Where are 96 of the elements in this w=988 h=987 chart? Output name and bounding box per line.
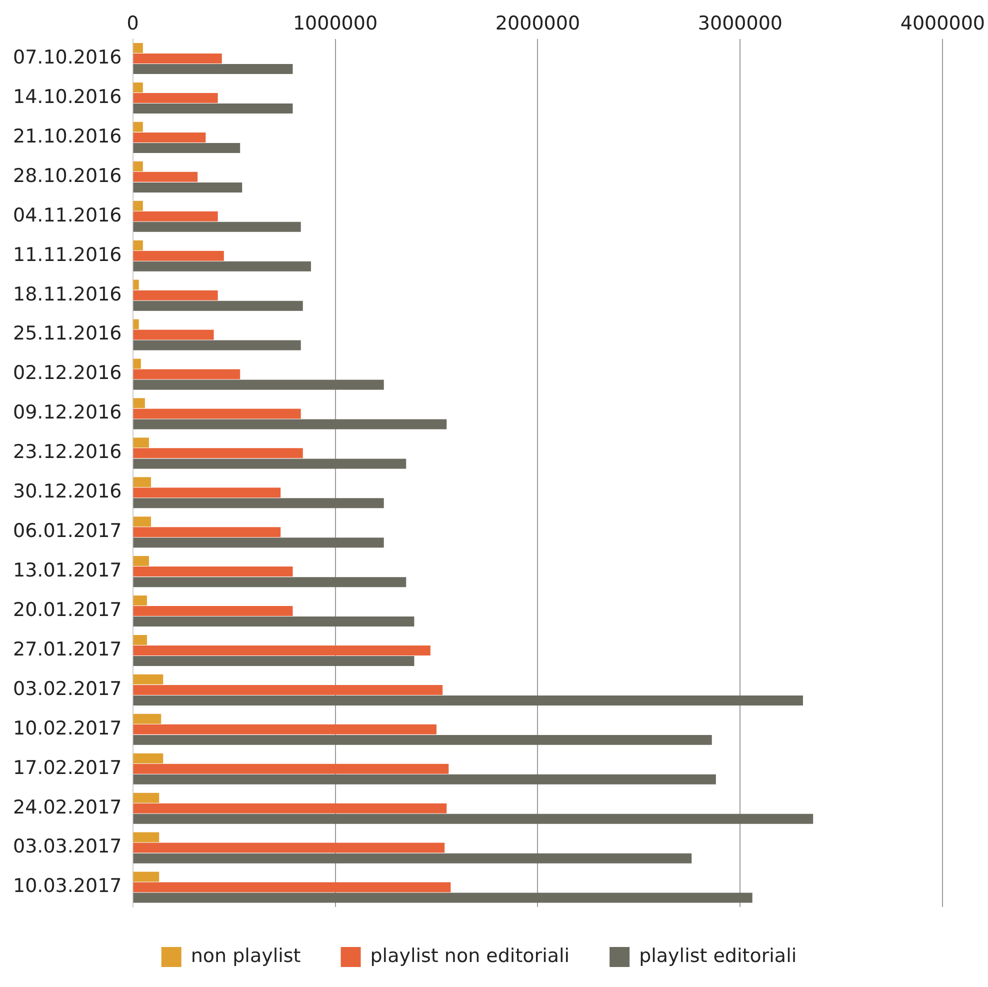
bar: [133, 104, 293, 114]
bar: [133, 684, 443, 695]
bar: [133, 842, 445, 853]
y-tick-label: 23.12.2016: [12, 441, 122, 464]
bar: [133, 656, 414, 666]
bar: [133, 498, 384, 508]
x-tick-label: 3000000: [698, 12, 783, 34]
bar: [133, 380, 384, 390]
bar: [133, 43, 143, 54]
bar: [133, 408, 301, 419]
bar: [133, 161, 143, 172]
y-tick-label: 03.03.2017: [12, 836, 122, 858]
bar: [133, 222, 301, 232]
y-tick-label: 21.10.2016: [12, 125, 122, 148]
bar: [133, 398, 145, 408]
bar: [133, 616, 414, 627]
bar: [133, 64, 293, 74]
bar: [133, 853, 692, 864]
y-tick-label: 10.02.2017: [12, 717, 122, 740]
y-tick-label: 24.02.2017: [12, 796, 122, 818]
y-tick-label: 03.02.2017: [12, 678, 122, 700]
bar: [133, 290, 218, 300]
bar: [133, 814, 814, 824]
bar: [133, 695, 803, 706]
bar: [133, 714, 162, 724]
bar: [133, 250, 224, 261]
x-tick-label: 4000000: [900, 12, 986, 34]
bar: [133, 577, 406, 588]
y-tick-label: 06.01.2017: [12, 520, 122, 542]
bar: [133, 261, 311, 272]
bar: [133, 172, 198, 182]
bar: [133, 92, 218, 103]
bar: [133, 645, 430, 656]
y-tick-label: 13.01.2017: [12, 559, 122, 582]
y-tick-label: 30.12.2016: [12, 480, 122, 503]
bar: [133, 340, 301, 350]
bar: [133, 358, 141, 369]
bar: [133, 566, 293, 577]
bar: [133, 458, 406, 469]
y-tick-label: 10.03.2017: [12, 875, 122, 898]
bar: [133, 538, 384, 548]
y-tick-label: 14.10.2016: [12, 86, 122, 108]
bar: [133, 556, 149, 566]
bar: [133, 369, 240, 380]
x-tick-label: 2000000: [495, 12, 580, 34]
bar: [133, 764, 449, 774]
y-tick-label: 27.01.2017: [12, 638, 122, 660]
bar: [133, 182, 242, 192]
bar: [133, 882, 451, 892]
bar: [133, 832, 160, 842]
legend-label: non playlist: [190, 944, 301, 967]
y-tick-label: 20.01.2017: [12, 598, 122, 621]
bar: [133, 330, 214, 340]
bar: [133, 122, 143, 132]
bar: [133, 240, 143, 250]
y-tick-label: 28.10.2016: [12, 164, 122, 187]
bar: [133, 82, 143, 92]
y-tick-label: 25.11.2016: [12, 322, 122, 345]
bar: [133, 438, 149, 448]
bar: [133, 477, 152, 488]
y-tick-label: 17.02.2017: [12, 756, 122, 779]
y-tick-label: 02.12.2016: [12, 362, 122, 384]
bar: [133, 634, 147, 645]
y-tick-label: 11.11.2016: [12, 244, 122, 266]
bar: [133, 516, 152, 527]
bar: [133, 200, 143, 211]
bar: [133, 872, 160, 882]
bar: [133, 734, 712, 745]
bar: [133, 448, 303, 458]
y-tick-label: 07.10.2016: [12, 46, 122, 68]
bar: [133, 319, 139, 330]
bar: [133, 54, 222, 64]
bar: [133, 596, 147, 606]
bar: [133, 488, 281, 498]
bar: [133, 211, 218, 222]
y-tick-label: 04.11.2016: [12, 204, 122, 226]
bar: [133, 803, 447, 814]
bar: [133, 892, 752, 903]
bar: [133, 527, 281, 538]
legend-label: playlist non editoriali: [370, 944, 570, 967]
bar: [133, 724, 436, 734]
y-tick-label: 09.12.2016: [12, 402, 122, 424]
y-tick-label: 18.11.2016: [12, 283, 122, 306]
x-tick-label: 1000000: [292, 12, 378, 34]
bar: [133, 280, 139, 290]
bar: [133, 132, 206, 142]
bar: [133, 674, 164, 684]
bar: [133, 300, 303, 311]
legend-label: playlist editoriali: [639, 944, 797, 967]
bar: [133, 792, 160, 803]
bar: [133, 753, 164, 764]
x-tick-label: 0: [126, 12, 139, 34]
bar: [133, 419, 447, 430]
bar: [133, 142, 240, 153]
bar: [133, 774, 716, 784]
bar: [133, 606, 293, 616]
